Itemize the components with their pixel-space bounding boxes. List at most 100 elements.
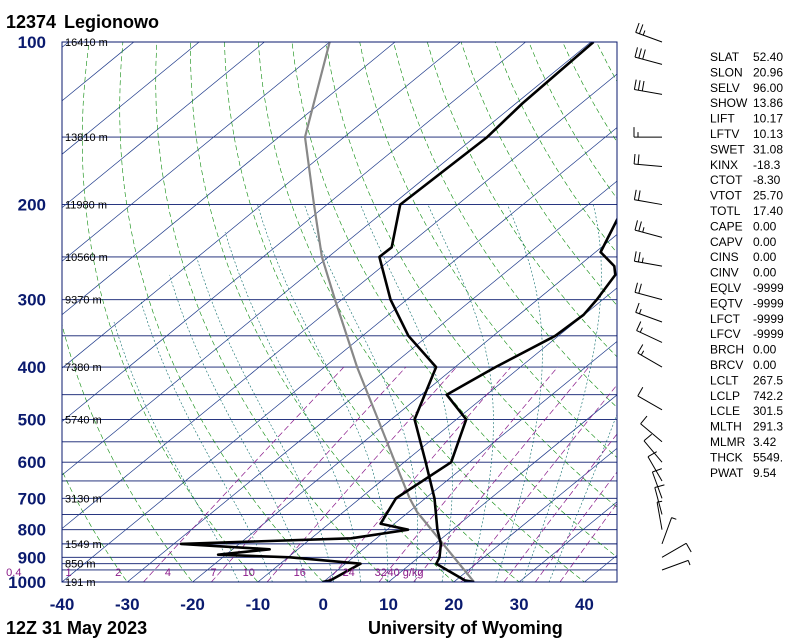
height-label-250: 10560 m [65, 252, 108, 264]
wind-barb [635, 22, 663, 43]
index-value-cins: 0.00 [753, 250, 777, 264]
pressure-tick-600: 600 [18, 453, 46, 472]
temp-tick--40: -40 [50, 595, 75, 614]
dry-adiabat-30 [224, 42, 520, 582]
dry-adiabat-60 [325, 42, 617, 508]
index-value-lcle: 301.5 [753, 404, 783, 418]
index-value-lfct: -9999 [753, 312, 784, 326]
dry-adiabat-70 [359, 42, 617, 458]
index-key-cape: CAPE [710, 219, 743, 233]
wind-barb [661, 559, 691, 571]
wind-barb [634, 282, 663, 301]
index-value-eqtv: -9999 [753, 296, 784, 310]
index-value-lclp: 742.2 [753, 389, 783, 403]
index-key-slon: SLON [710, 65, 743, 79]
temp-tick-40: 40 [575, 595, 594, 614]
axis-labels: 0.4 1 2 4 7 10 16 24 32 40 g/kg100200300400500600… [6, 33, 594, 614]
index-key-cinv: CINV [710, 266, 739, 280]
index-value-selv: 96.00 [753, 81, 783, 95]
height-label-300: 9370 m [65, 295, 102, 307]
index-value-lclt: 267.5 [753, 373, 783, 387]
mixing-ratio-label: 24 [343, 567, 355, 579]
index-value-ctot: -8.30 [753, 173, 781, 187]
station-name: Legionowo [64, 12, 159, 32]
wind-barb [640, 415, 663, 443]
mixing-ratio-line [460, 384, 617, 582]
pressure-tick-700: 700 [18, 489, 46, 508]
footer-source: University of Wyoming [368, 618, 563, 638]
temp-tick--10: -10 [246, 595, 271, 614]
dry-adiabat--30 [62, 470, 128, 582]
height-label-200: 11980 m [65, 200, 107, 212]
isotherm--110 [62, 42, 265, 209]
index-value-pwat: 9.54 [753, 466, 777, 480]
index-value-lftv: 10.13 [753, 127, 783, 141]
index-key-lftv: LFTV [710, 127, 739, 141]
wind-barb [633, 189, 663, 206]
index-key-lfct: LFCT [710, 312, 741, 326]
height-label-850: 1549 m [65, 539, 102, 551]
index-key-eqlv: EQLV [710, 281, 741, 295]
dry-adiabat--10 [81, 42, 259, 582]
temp-tick--30: -30 [115, 595, 140, 614]
wind-barb [637, 386, 663, 411]
pressure-tick-400: 400 [18, 358, 46, 377]
height-label-925: 850 m [65, 559, 96, 571]
moist-adiabat-8 [224, 232, 362, 582]
index-value-show: 13.86 [753, 96, 783, 110]
index-value-kinx: -18.3 [753, 158, 781, 172]
isotherm--80 [62, 42, 461, 369]
mixing-ratio-label: 4 [165, 567, 171, 579]
dry-adiabat-90 [427, 42, 617, 358]
moist-adiabat--5 [140, 299, 273, 582]
dry-adiabat-50 [291, 42, 617, 558]
wind-barb [661, 517, 677, 545]
index-key-capv: CAPV [710, 235, 743, 249]
index-key-lclt: LCLT [710, 373, 739, 387]
wind-barb [643, 433, 663, 463]
moist-adiabat--10 [113, 321, 240, 582]
index-key-slat: SLAT [710, 50, 740, 64]
moist-adiabat-0 [169, 274, 307, 582]
height-label-500: 5740 m [65, 414, 102, 426]
isotherm--120 [62, 42, 200, 155]
pressure-tick-300: 300 [18, 291, 46, 310]
mixing-ratio-line [211, 366, 407, 582]
index-key-lfcv: LFCV [710, 327, 741, 341]
temp-tick-10: 10 [379, 595, 398, 614]
wind-barb [637, 344, 663, 368]
mixing-ratio-line [535, 471, 617, 582]
mixing-ratio-line [326, 366, 512, 582]
index-value-vtot: 25.70 [753, 189, 783, 203]
index-value-lift: 10.17 [753, 112, 783, 126]
index-value-thck: 5549. [753, 450, 783, 464]
mixing-ratio-line [413, 366, 590, 582]
moist-adiabat-36 [548, 413, 617, 582]
index-key-mlth: MLTH [710, 420, 742, 434]
index-key-brcv: BRCV [710, 358, 743, 372]
height-label-150: 13810 m [65, 132, 108, 144]
wind-barb [654, 484, 665, 515]
index-key-vtot: VTOT [710, 189, 742, 203]
temp-tick-30: 30 [510, 595, 529, 614]
dry-adiabat-40 [257, 42, 585, 582]
moist-adiabat-16 [304, 204, 418, 582]
index-key-selv: SELV [710, 81, 740, 95]
temp-tick--20: -20 [180, 595, 205, 614]
index-value-slat: 52.40 [753, 50, 783, 64]
index-key-kinx: KINX [710, 158, 738, 172]
wind-barb [661, 542, 692, 558]
index-value-eqlv: -9999 [753, 281, 784, 295]
isotherm--50 [62, 73, 617, 529]
parcel-path [303, 42, 475, 582]
wind-barb [656, 500, 663, 530]
index-value-lfcv: -9999 [753, 327, 784, 341]
index-key-swet: SWET [710, 142, 745, 156]
index-key-lclp: LCLP [710, 389, 740, 403]
index-key-ctot: CTOT [710, 173, 743, 187]
index-value-totl: 17.40 [753, 204, 783, 218]
isotherm-10 [388, 394, 617, 582]
index-key-brch: BRCH [710, 343, 744, 357]
index-value-cinv: 0.00 [753, 266, 777, 280]
